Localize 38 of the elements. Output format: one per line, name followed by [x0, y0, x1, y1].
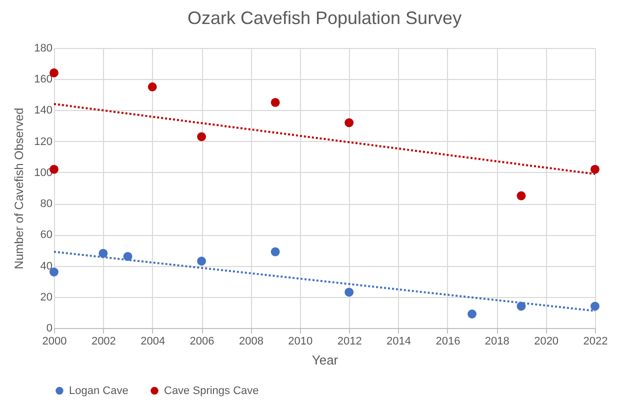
x-tick-label: 2022	[583, 336, 608, 348]
y-tick-label: 60	[40, 229, 52, 242]
point	[516, 191, 526, 200]
point	[344, 288, 354, 297]
y-axis-title: Number of Cavefish Observed	[12, 108, 26, 270]
y-tick-label: 80	[40, 198, 52, 210]
point	[270, 247, 280, 256]
x-tick-label: 2000	[42, 336, 67, 348]
x-tick-label: 2020	[534, 336, 559, 348]
y-tick-label: 0	[46, 322, 52, 334]
y-tick-label: 40	[40, 260, 52, 272]
x-tick-label: 2016	[436, 336, 460, 348]
point	[468, 310, 477, 318]
point	[197, 256, 206, 266]
point	[590, 302, 600, 311]
y-tick-label: 140	[34, 104, 52, 117]
point	[344, 118, 354, 128]
y-tick-label: 20	[40, 291, 52, 304]
x-tick-label: 2008	[238, 336, 264, 348]
x-tick-label: 2012	[337, 336, 362, 348]
point	[270, 98, 280, 107]
x-tick-label: 2002	[91, 336, 116, 348]
legend-label: Cave Springs Cave	[164, 384, 259, 397]
y-tick-label: 120	[34, 136, 52, 148]
x-tick-label: 2004	[140, 336, 166, 348]
point	[148, 82, 157, 92]
y-tick-label: 160	[34, 74, 52, 86]
point	[590, 164, 600, 174]
x-tick-label: 2018	[484, 336, 510, 348]
point	[197, 132, 206, 142]
y-tick-label: 180	[34, 42, 52, 54]
x-axis-title: Year	[312, 352, 339, 368]
x-tick-label: 2010	[288, 336, 313, 348]
x-tick-label: 2014	[386, 336, 412, 348]
point	[98, 248, 108, 258]
x-tick-label: 2006	[190, 336, 214, 348]
legend-label: Logan Cave	[69, 384, 128, 397]
chart-title: Ozark Cavefish Population Survey	[187, 8, 462, 28]
